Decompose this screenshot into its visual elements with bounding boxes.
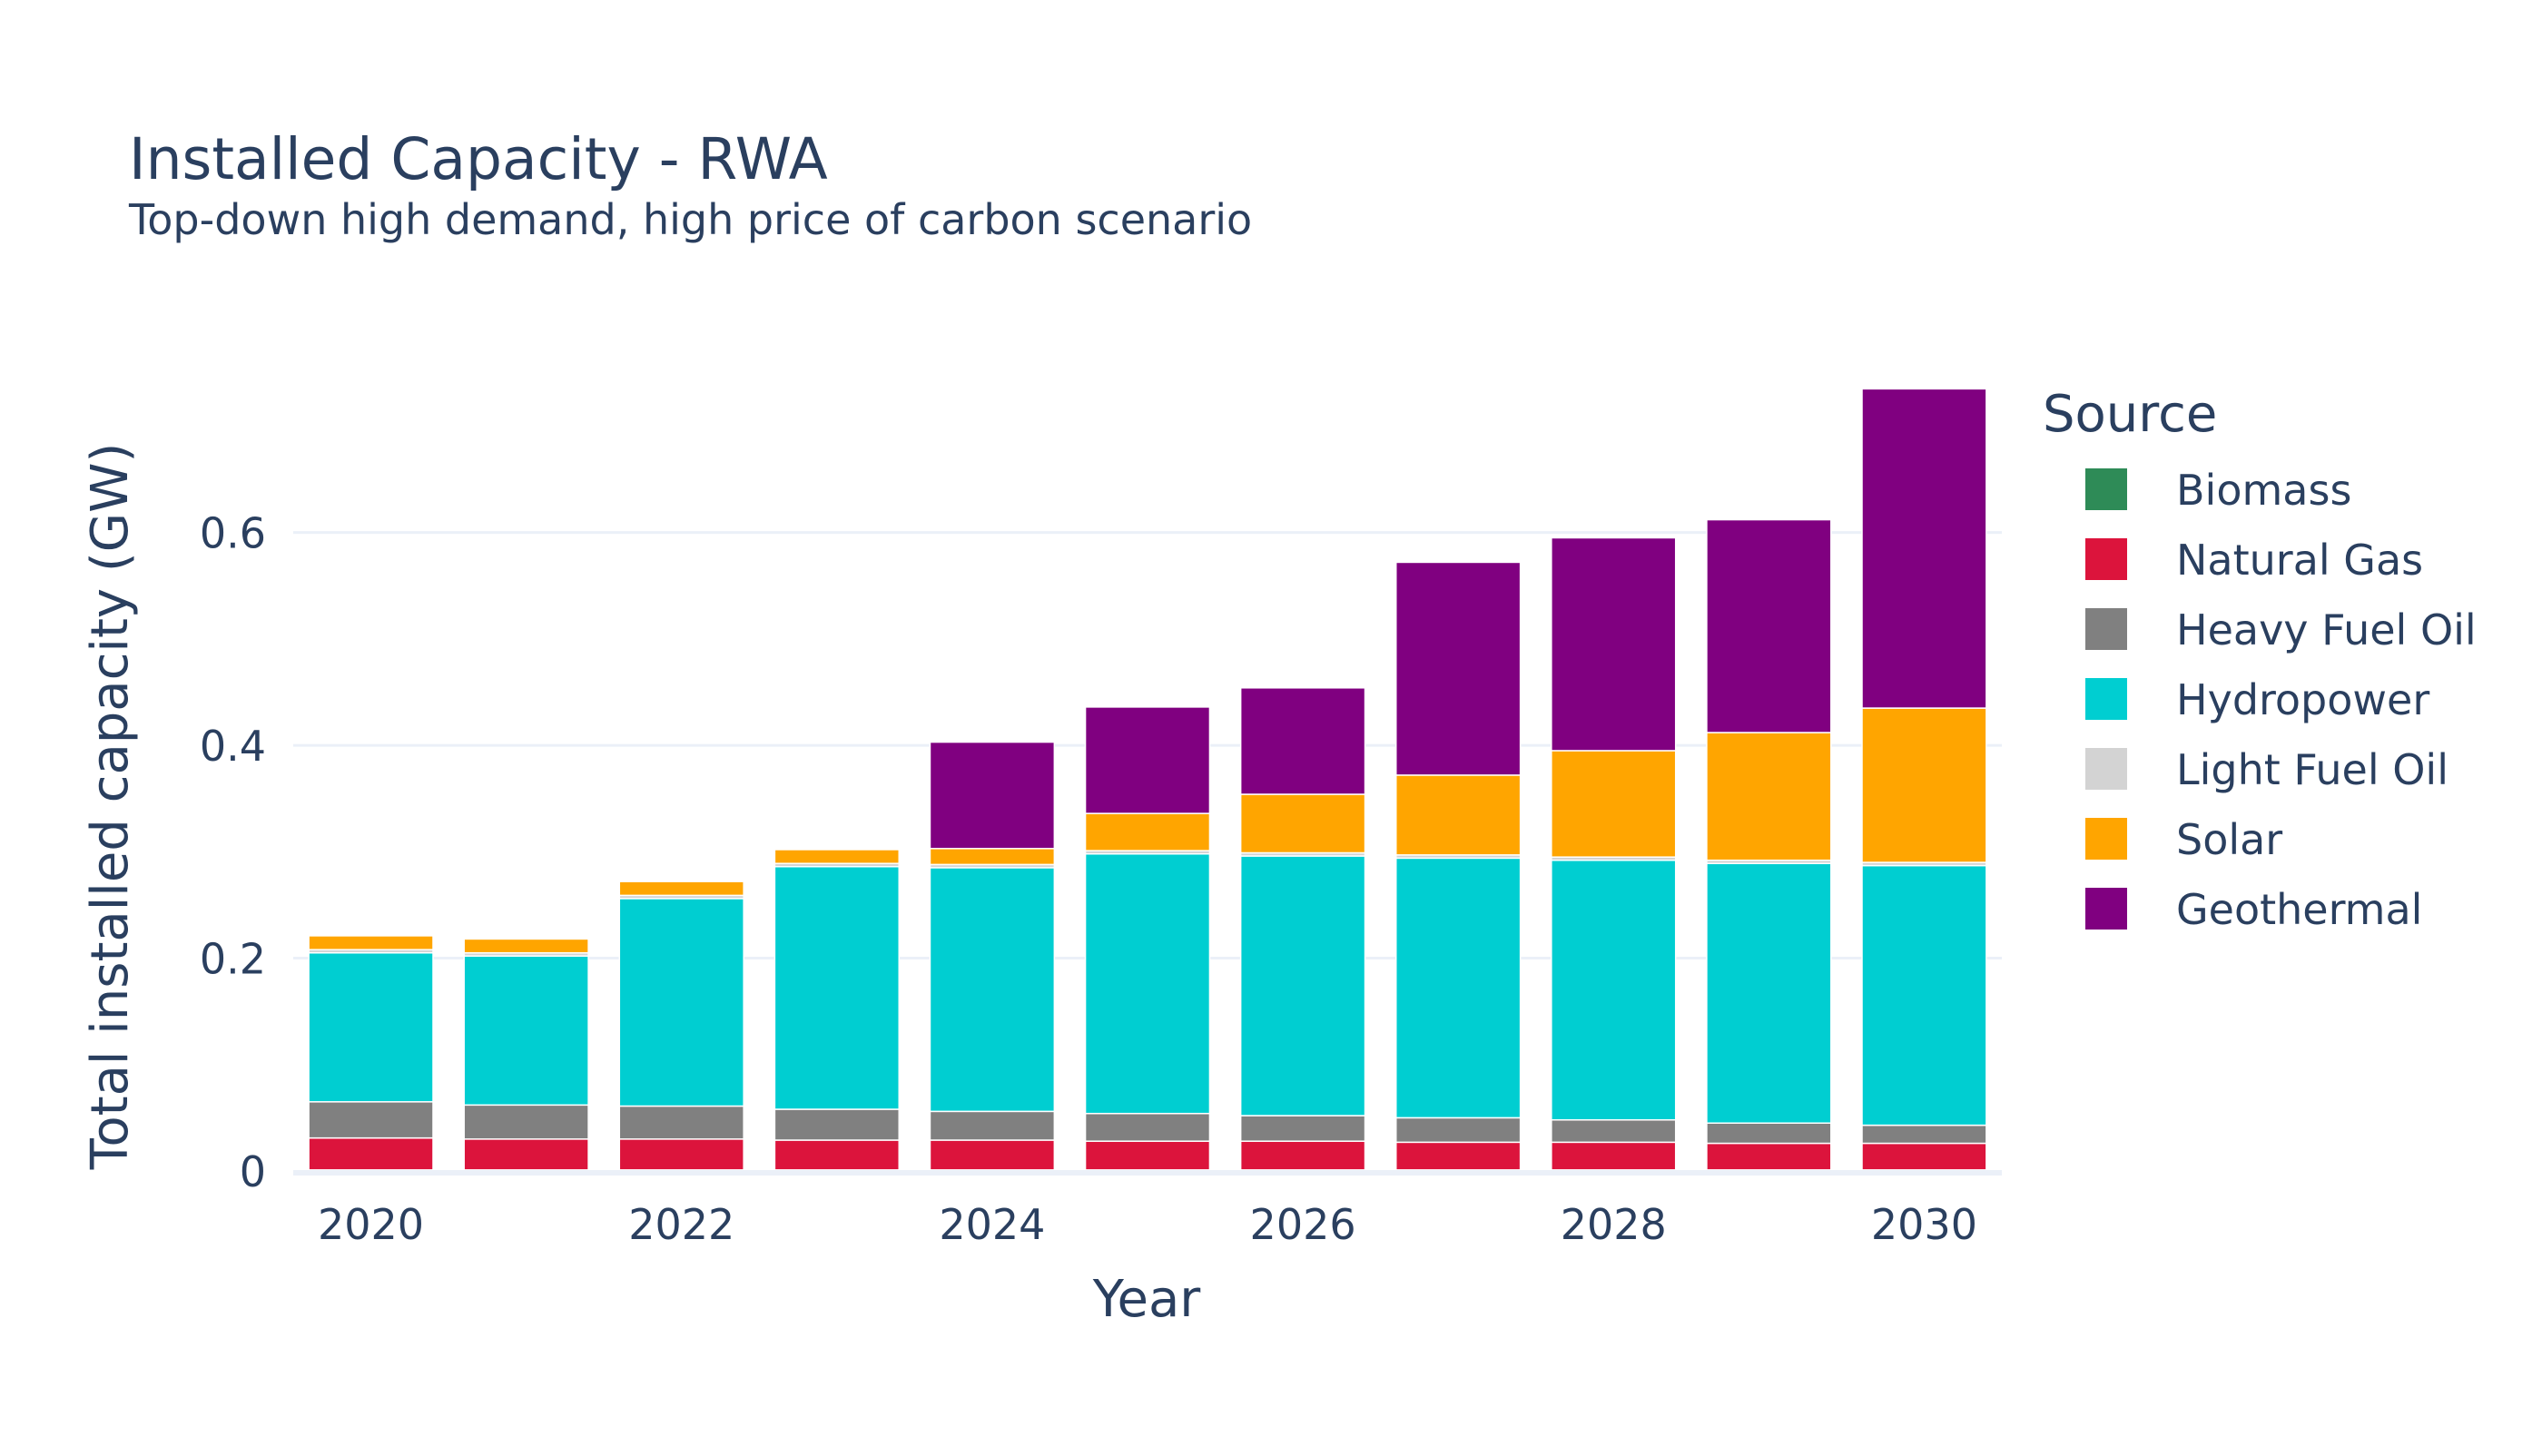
x-tick-label: 2030: [1871, 1200, 1977, 1249]
bar-segment: [1084, 706, 1211, 814]
bar-segment: [1706, 732, 1832, 861]
legend-label: Geothermal: [2176, 885, 2422, 934]
x-tick-label: 2020: [318, 1200, 424, 1249]
bar-segment: [1239, 1140, 1366, 1171]
bar-segment: [1706, 862, 1832, 1124]
bar-segment: [1394, 857, 1522, 1119]
legend-swatch: [2085, 678, 2127, 720]
bar-segment: [1394, 774, 1522, 856]
legend-label: Natural Gas: [2176, 536, 2423, 585]
bar-segment: [1706, 1142, 1832, 1171]
legend-swatch: [2085, 468, 2127, 510]
legend-label: Hydropower: [2176, 675, 2429, 724]
y-tick-label: 0.4: [200, 722, 266, 771]
y-tick-label: 0: [240, 1147, 266, 1196]
bar-segment: [1706, 518, 1832, 733]
bar-segment: [1084, 852, 1211, 1115]
bar-segment: [308, 935, 434, 950]
legend-label: Light Fuel Oil: [2176, 745, 2448, 794]
bar-segment: [929, 1110, 1056, 1141]
bar-segment: [929, 741, 1056, 850]
bar-segment: [1394, 1117, 1522, 1144]
bar-segment: [1551, 1141, 1677, 1171]
bar-segment: [1551, 1118, 1677, 1144]
bar-segment: [1239, 1115, 1366, 1142]
legend-label: Solar: [2176, 815, 2282, 864]
x-tick-label: 2028: [1561, 1200, 1667, 1249]
bar-segment: [1239, 855, 1366, 1117]
bar-segment: [1861, 1124, 1987, 1145]
bar-segment: [1394, 1141, 1522, 1171]
axes: 0 0.2 0.4 0.6 2020 2022 2024 2026 2028 2030: [200, 509, 2002, 1249]
bar-segment: [1551, 750, 1677, 858]
bar-segment: [618, 1105, 744, 1140]
bar-segment: [1706, 1122, 1832, 1145]
bars: [308, 388, 1987, 1172]
bar-segment: [1551, 536, 1677, 752]
bar-segment: [1861, 707, 1987, 863]
legend-label: Heavy Fuel Oil: [2176, 605, 2477, 654]
bar-segment: [773, 1139, 901, 1171]
bar-segment: [1084, 812, 1211, 851]
chart-title: Installed Capacity - RWA: [129, 126, 828, 192]
x-axis-title: Year: [1092, 1270, 1202, 1329]
bar-segment: [929, 848, 1056, 866]
bar-segment: [463, 955, 589, 1107]
chart-subtitle: Top-down high demand, high price of carb…: [128, 195, 1252, 244]
bar-segment: [308, 1101, 434, 1139]
legend-swatch: [2085, 748, 2127, 790]
bar-segment: [1861, 1142, 1987, 1171]
y-tick-label: 0.6: [200, 509, 266, 558]
bar-segment: [1551, 859, 1677, 1121]
bar-segment: [773, 1108, 901, 1141]
bar-segment: [929, 867, 1056, 1113]
bar-segment: [618, 880, 744, 897]
bar-segment: [1861, 388, 1987, 709]
bar-segment: [463, 1104, 589, 1140]
legend-swatch: [2085, 888, 2127, 930]
bar-segment: [1394, 561, 1522, 776]
bar-segment: [308, 951, 434, 1103]
bar-segment: [463, 938, 589, 954]
legend-label: Biomass: [2176, 466, 2351, 515]
y-tick-label: 0.2: [200, 935, 266, 984]
x-tick-label: 2026: [1250, 1200, 1356, 1249]
legend-swatch: [2085, 818, 2127, 860]
bar-segment: [308, 1136, 434, 1171]
y-axis-title: Total installed capacity (GW): [81, 443, 140, 1171]
x-tick-label: 2024: [939, 1200, 1045, 1249]
legend-swatch: [2085, 608, 2127, 650]
bar-segment: [929, 1139, 1056, 1171]
bar-segment: [1239, 687, 1366, 795]
bar-segment: [1084, 1112, 1211, 1142]
bar-segment: [618, 898, 744, 1107]
bar-segment: [773, 849, 901, 864]
bar-segment: [1084, 1140, 1211, 1171]
bar-segment: [773, 865, 901, 1110]
bar-segment: [463, 1138, 589, 1171]
bar-segment: [1239, 793, 1366, 854]
legend-swatch: [2085, 538, 2127, 580]
x-tick-label: 2022: [628, 1200, 734, 1249]
legend: Source Biomass Natural Gas Heavy Fuel Oil H…: [2043, 385, 2477, 934]
bar-segment: [618, 1138, 744, 1171]
legend-title: Source: [2043, 385, 2217, 444]
bar-segment: [1861, 864, 1987, 1126]
